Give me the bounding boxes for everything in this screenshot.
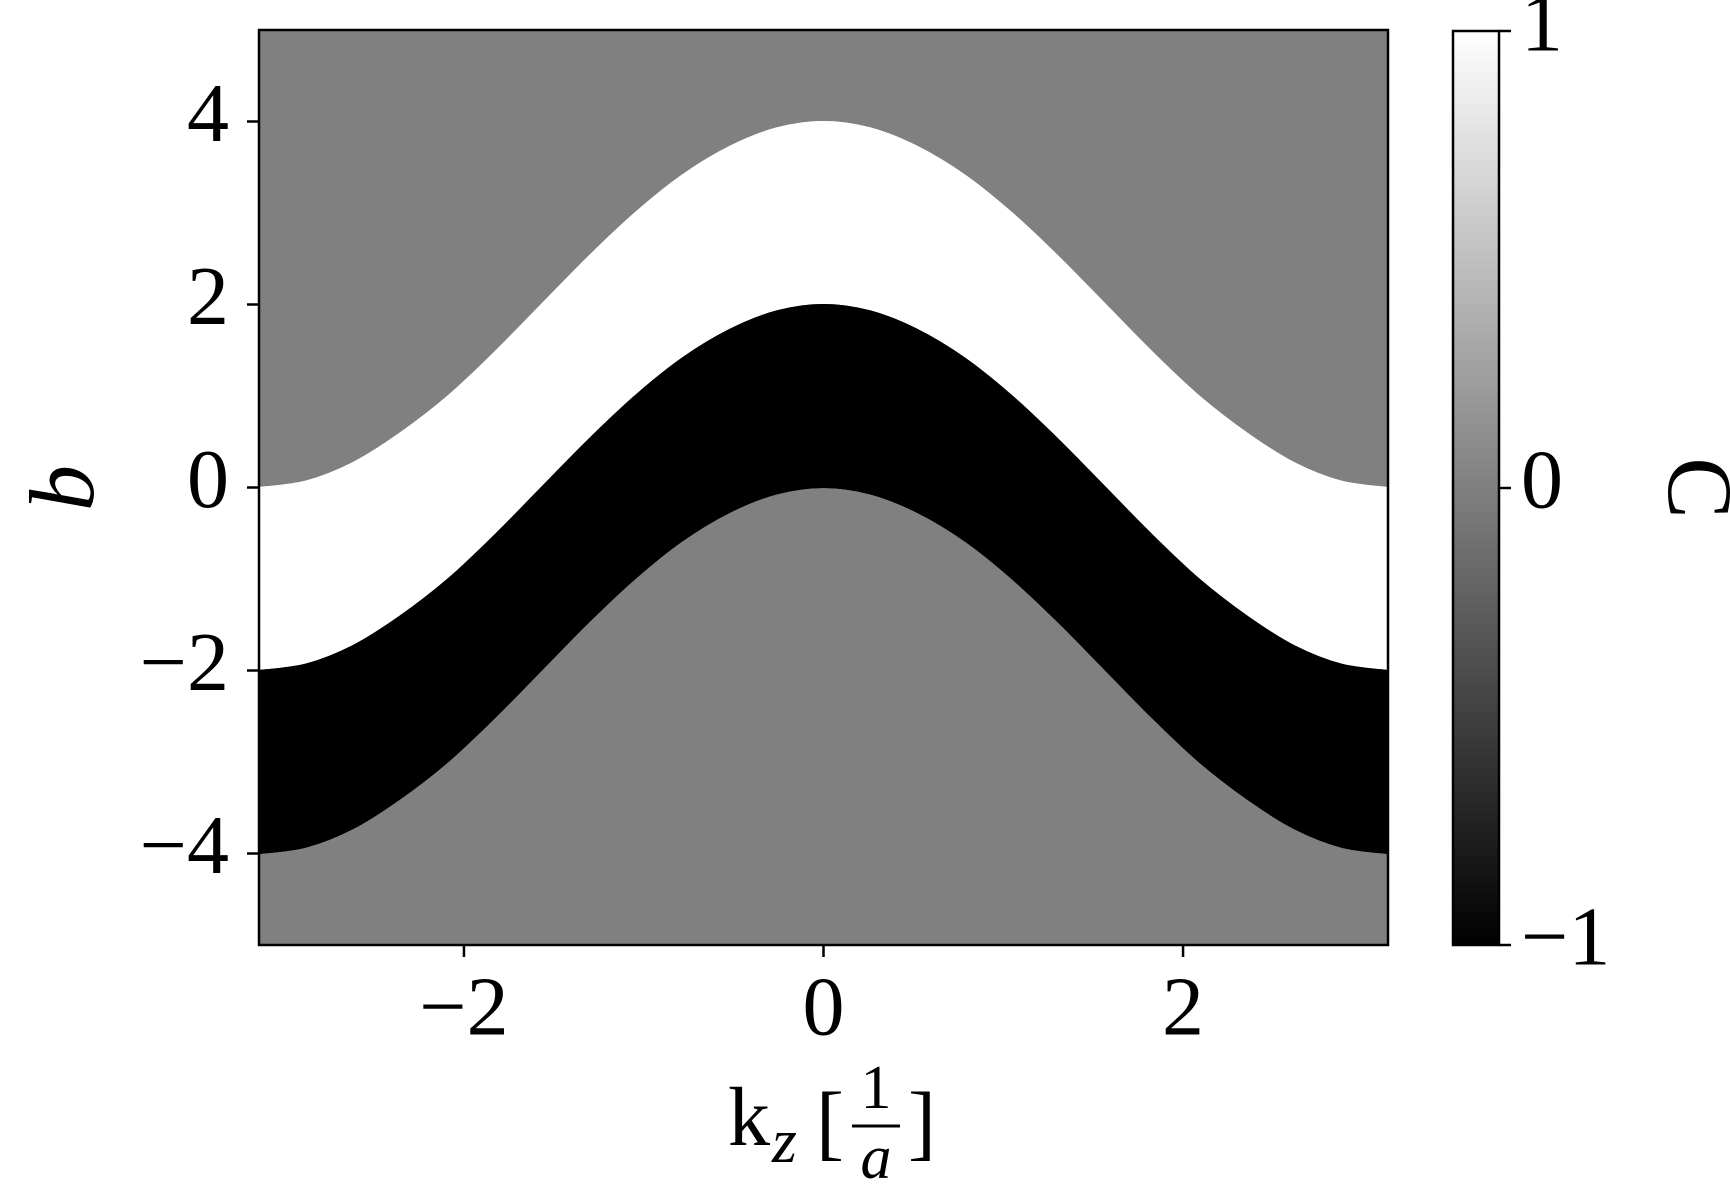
x-label-close: ]: [908, 1076, 936, 1169]
x-tick-label: −2: [419, 960, 508, 1053]
colorbar: [1451, 29, 1501, 947]
x-tick-label: 0: [803, 960, 845, 1053]
x-label-numerator: 1: [861, 1054, 892, 1122]
colorbar-tick-label: 1: [1521, 0, 1563, 69]
colorbar-label: C: [1649, 457, 1730, 518]
colorbar-tick-label: −1: [1521, 890, 1610, 983]
y-tick-label: −2: [140, 616, 229, 709]
region-upper-boundary: [259, 303, 1388, 671]
colorbar-tick-label: 0: [1521, 433, 1563, 526]
plot-area: [259, 30, 1388, 945]
y-tick-label: −4: [140, 799, 229, 892]
y-tick-label: 0: [187, 433, 229, 526]
x-axis-label: k z [ 1 a ]: [728, 1054, 936, 1192]
region-lower-boundary: [259, 486, 1388, 854]
x-tick-label: 2: [1162, 960, 1204, 1053]
region-upper-boundary: [259, 120, 1388, 488]
y-tick-label: 2: [187, 250, 229, 343]
x-label-base: k: [728, 1071, 770, 1164]
x-label-sub: z: [771, 1105, 797, 1176]
x-label-open: [: [816, 1076, 844, 1169]
y-axis-label: b: [11, 465, 113, 511]
x-label-denominator: a: [861, 1124, 892, 1192]
y-tick-label: 4: [187, 67, 229, 160]
